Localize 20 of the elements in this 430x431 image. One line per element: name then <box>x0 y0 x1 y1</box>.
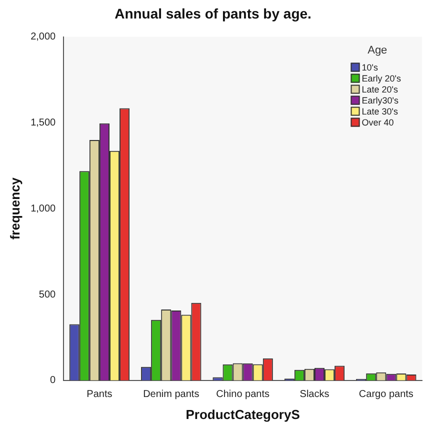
legend-label: Over 40 <box>362 117 394 128</box>
y-tick-label: 500 <box>38 289 56 300</box>
x-tick-label: Cargo pants <box>358 389 414 400</box>
y-tick-label: 1,000 <box>30 203 56 214</box>
legend-label: Early30's <box>362 95 399 106</box>
y-tick-label: 0 <box>50 375 56 386</box>
legend-label: Late 20's <box>362 84 399 94</box>
chart-title: Annual sales of pants by age. <box>114 5 312 22</box>
legend-title: Age <box>368 44 388 56</box>
y-tick-label: 1,500 <box>30 117 56 128</box>
x-tick-label: Pants <box>86 389 112 400</box>
legend-label: 10's <box>362 62 378 72</box>
y-tick-label: 2,000 <box>30 32 56 43</box>
y-axis-title: frequency <box>7 176 22 240</box>
legend-label: Late 30's <box>362 106 399 116</box>
x-tick-label: Chino pants <box>216 389 270 400</box>
x-tick-label: Denim pants <box>143 389 200 400</box>
legend-label: Early 20's <box>362 73 402 84</box>
x-tick-label: Slacks <box>300 389 330 400</box>
x-axis-title: ProductCategoryS <box>186 406 300 422</box>
